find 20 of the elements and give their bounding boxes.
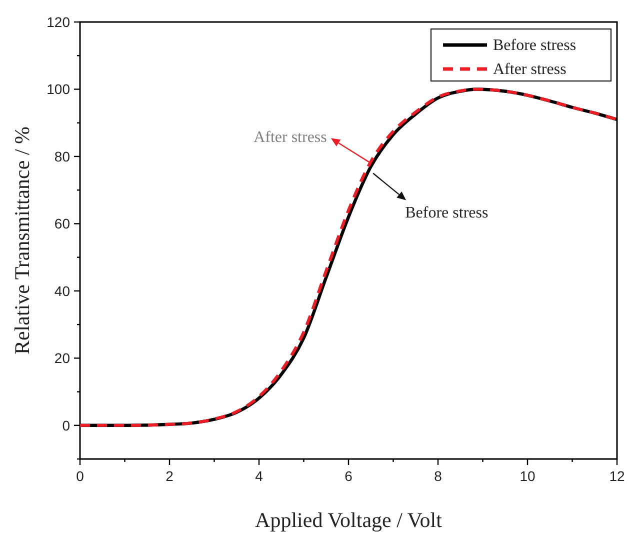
y-tick-label: 60 [54,216,70,232]
x-tick-label: 0 [76,468,84,484]
x-tick-label: 12 [609,468,625,484]
y-tick-label: 0 [62,417,70,434]
x-tick-label: 2 [166,468,174,484]
y-tick-label: 80 [54,148,70,164]
annotation: After stress [254,129,327,146]
legend-label: After stress [493,61,566,78]
y-tick-label: 120 [46,14,70,30]
y-tick-label: 100 [46,81,70,98]
y-tick-label: 40 [54,282,70,299]
x-axis-title: Applied Voltage / Volt [255,508,442,532]
annotation: Before stress [405,204,488,222]
x-tick-label: 4 [255,468,264,484]
y-tick-label: 20 [54,350,70,366]
x-tick-label: 10 [520,468,536,484]
x-tick-label: 8 [434,468,442,484]
x-tick-label: 6 [344,468,353,484]
y-axis-title: Relative Transmittance / % [10,126,34,355]
legend-label: Before stress [493,37,576,54]
